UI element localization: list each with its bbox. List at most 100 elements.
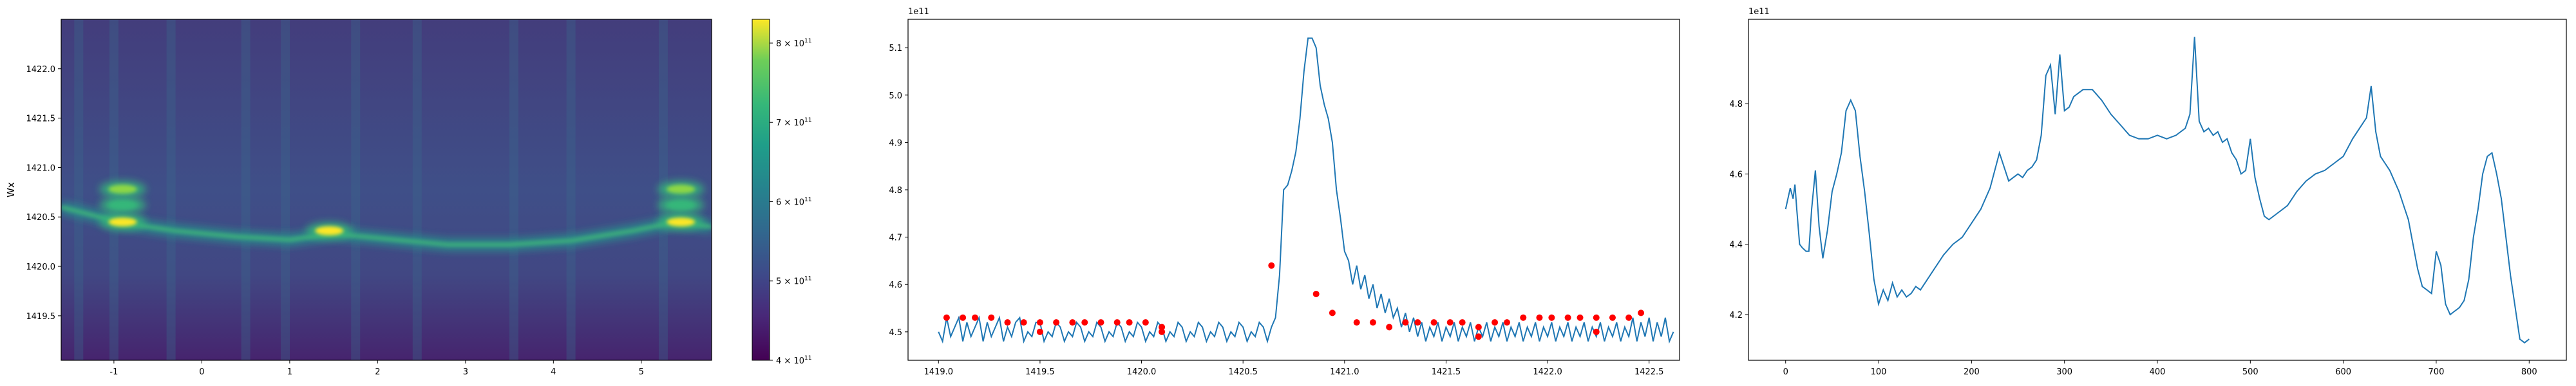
line-chart-frame (1748, 19, 2567, 361)
heatmap-xtick-label: 4 (551, 367, 556, 377)
colorbar-tick-label: 7 × 1011 (776, 117, 811, 128)
heatmap-hot-spots (99, 181, 705, 239)
colorbar-tick-base: 8 × 10 (776, 39, 804, 49)
peak-marker (1113, 319, 1121, 326)
heatmap-ytick-label: 1419.5 (26, 312, 56, 322)
peak-marker (1593, 328, 1600, 335)
heatmap-ytick-label: 1421.0 (26, 163, 56, 173)
peak-marker (1625, 314, 1633, 321)
colorbar-tick-label: 5 × 1011 (776, 276, 811, 287)
heatmap-band (566, 19, 576, 360)
xtick-label: 1421.5 (1432, 367, 1461, 377)
xtick-label: 1420.0 (1127, 367, 1157, 377)
heatmap-xtick-label: 1 (287, 367, 292, 377)
ytick-label: 5.0 (889, 91, 902, 101)
ytick-label: 4.5 (889, 328, 902, 338)
heatmap-band (412, 19, 422, 360)
peak-marker (988, 314, 995, 321)
peak-marker (1430, 319, 1437, 326)
peak-marker (1353, 319, 1360, 326)
line-chart-axes: 0 100 200 300 400 500 600 700 800 4.2 4.4 4.6 4.8 (1729, 100, 2537, 377)
xtick-label: 100 (1871, 367, 1887, 377)
peak-marker (1159, 324, 1166, 331)
peak-marker (1036, 328, 1043, 335)
ytick-label: 4.8 (889, 186, 902, 196)
line-chart-offset-text: 1e11 (1748, 7, 1770, 17)
ytick-label: 4.6 (889, 280, 902, 290)
peak-marker (1548, 314, 1555, 321)
heatmap-xtick-label: 2 (375, 367, 380, 377)
heatmap-xtick-label: 3 (463, 367, 468, 377)
colorbar-tick-base: 6 × 10 (776, 198, 804, 207)
heatmap-ytick-label: 1422.0 (26, 65, 56, 75)
peak-marker (1036, 319, 1043, 326)
line-chart-peaks-frame (907, 19, 1680, 361)
xtick-label: 1420.5 (1228, 367, 1258, 377)
heatmap-ylabel: Wx (5, 182, 17, 198)
xtick-label: 200 (1964, 367, 1980, 377)
series-line (1785, 37, 2530, 344)
xtick-label: 700 (2429, 367, 2445, 377)
peak-marker (1402, 319, 1409, 326)
series-line (938, 37, 1674, 344)
xtick-label: 600 (2335, 367, 2351, 377)
ytick-label: 4.8 (1729, 100, 1743, 109)
ytick-label: 4.9 (889, 138, 902, 148)
peak-marker (1638, 309, 1645, 317)
heatmap-xtick-label: -1 (109, 367, 118, 377)
hot-spot (667, 217, 696, 226)
peak-marker (1159, 328, 1166, 335)
colorbar-tick-exponent: 11 (804, 196, 811, 203)
ridge-core (61, 205, 712, 247)
peak-marker (1268, 262, 1275, 269)
heatmap-ytick-label: 1421.5 (26, 115, 56, 124)
peak-marker (1593, 314, 1600, 321)
peak-marker (1492, 319, 1499, 326)
line-chart-series (1785, 37, 2530, 344)
line-chart-peaks-panel: 1419.0 1419.5 1420.0 1420.5 1421.0 1421.5 1422… (889, 7, 1680, 377)
xtick-label: 500 (2242, 367, 2259, 377)
ytick-label: 4.6 (1729, 170, 1743, 179)
xtick-label: 800 (2521, 367, 2537, 377)
heatmap-band (241, 19, 251, 360)
xtick-label: 1422.5 (1634, 367, 1664, 377)
heatmap-panel: -1 0 1 2 3 4 5 1419.5 1420.0 1420.5 1421.0 1421.5 14… (5, 19, 712, 377)
colorbar-tick-exponent: 11 (804, 38, 811, 44)
peak-marker (1609, 314, 1616, 321)
xtick-label: 0 (1783, 367, 1788, 377)
heatmap-xtick-label: 5 (639, 367, 644, 377)
peak-marker (1369, 319, 1376, 326)
colorbar-tick-exponent: 11 (804, 355, 811, 362)
peak-marker (1577, 314, 1584, 321)
xtick-label: 400 (2150, 367, 2166, 377)
hot-spot (108, 185, 137, 194)
hot-spot (667, 200, 696, 210)
line-chart-peaks-axes: 1419.0 1419.5 1420.0 1420.5 1421.0 1421.5 1422… (889, 44, 1663, 377)
hot-spot (315, 226, 344, 235)
peak-marker (1312, 290, 1320, 297)
colorbar-tick-label: 6 × 1011 (776, 196, 811, 207)
colorbar-gradient (752, 19, 770, 361)
heatmap-band (74, 19, 84, 360)
xtick-label: 1419.5 (1025, 367, 1055, 377)
ytick-label: 5.1 (889, 44, 902, 53)
heatmap-ytick-label: 1420.0 (26, 262, 56, 272)
peak-marker (1020, 319, 1027, 326)
colorbar-tick-exponent: 11 (804, 276, 811, 282)
heatmap-axes: -1 0 1 2 3 4 5 1419.5 1420.0 1420.5 1421.0 1421.5 14… (26, 65, 644, 377)
xtick-label: 300 (2056, 367, 2072, 377)
peak-marker (1504, 319, 1511, 326)
colorbar-tick-base: 5 × 10 (776, 277, 804, 287)
colorbar-tick-base: 4 × 10 (776, 356, 804, 366)
colorbar-tick-label: 8 × 1011 (776, 38, 811, 49)
xtick-label: 1422.0 (1533, 367, 1562, 377)
ytick-label: 4.7 (889, 234, 902, 243)
heatmap-band (281, 19, 290, 360)
peak-marker (1536, 314, 1543, 321)
colorbar-tick-label: 4 × 1011 (776, 355, 811, 366)
heatmap-background (61, 19, 712, 360)
ytick-label: 4.4 (1729, 241, 1743, 250)
line-chart-peaks-offset-text: 1e11 (908, 7, 929, 17)
